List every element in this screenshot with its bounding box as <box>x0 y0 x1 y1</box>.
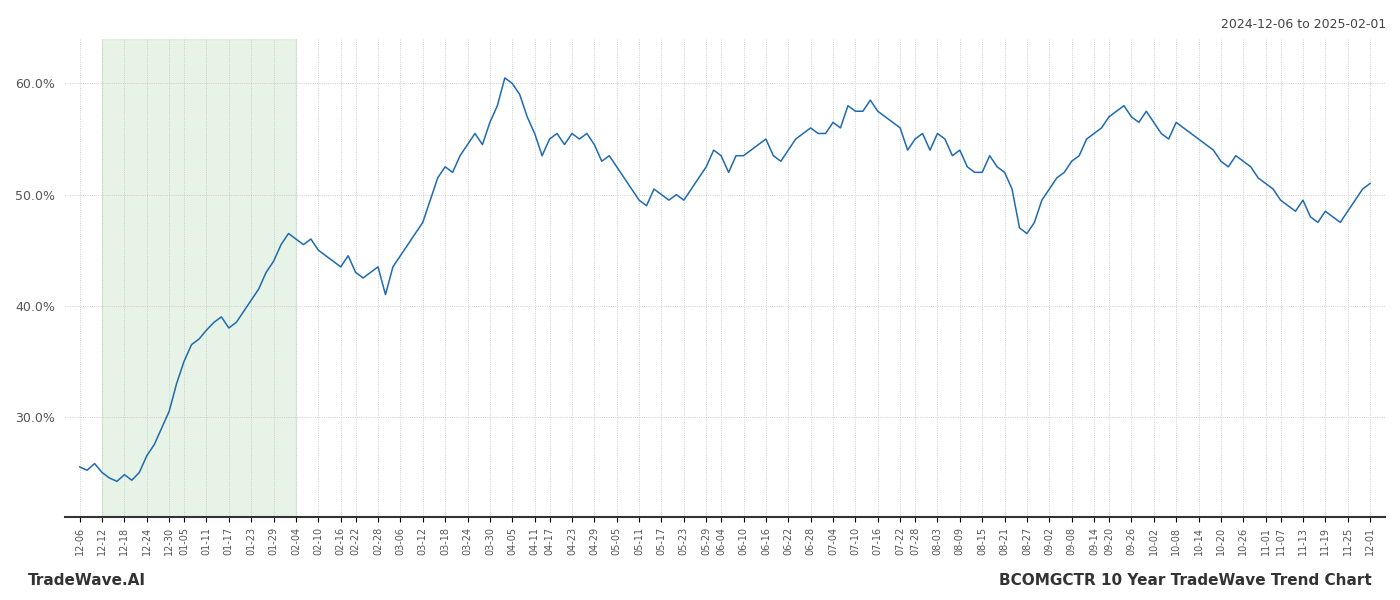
Text: TradeWave.AI: TradeWave.AI <box>28 573 146 588</box>
Text: 2024-12-06 to 2025-02-01: 2024-12-06 to 2025-02-01 <box>1221 18 1386 31</box>
Bar <box>102 39 295 517</box>
Text: BCOMGCTR 10 Year TradeWave Trend Chart: BCOMGCTR 10 Year TradeWave Trend Chart <box>1000 573 1372 588</box>
